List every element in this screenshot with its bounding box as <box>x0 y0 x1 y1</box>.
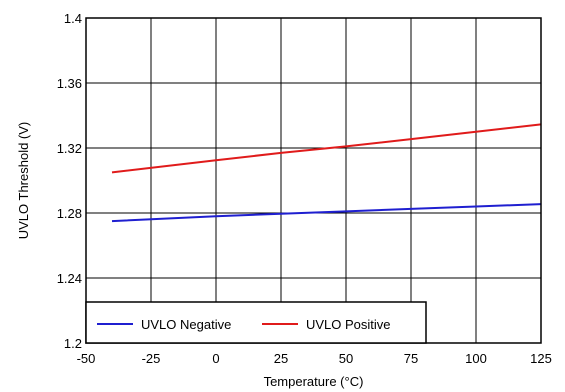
legend-label: UVLO Negative <box>141 317 231 332</box>
plot-frame <box>85 17 542 344</box>
y-tick-label: 1.32 <box>57 141 82 156</box>
x-tick-label: 75 <box>404 351 418 366</box>
x-tick-label: 0 <box>212 351 219 366</box>
x-tick-label: 50 <box>339 351 353 366</box>
x-tick-label: 25 <box>274 351 288 366</box>
legend-label: UVLO Positive <box>306 317 391 332</box>
x-tick-labels: -50 -25 0 25 50 75 100 125 <box>77 351 552 366</box>
legend: UVLO Negative UVLO Positive <box>85 301 427 344</box>
y-tick-label: 1.2 <box>64 336 82 351</box>
x-tick-label: -50 <box>77 351 96 366</box>
y-tick-label: 1.24 <box>57 271 82 286</box>
grid-lines <box>85 17 542 344</box>
x-axis-label: Temperature (°C) <box>264 374 364 389</box>
y-tick-label: 1.4 <box>64 11 82 26</box>
x-tick-label: 100 <box>465 351 487 366</box>
y-axis-label: UVLO Threshold (V) <box>16 122 31 240</box>
x-tick-label: -25 <box>142 351 161 366</box>
series-line-uvlo-positive <box>111 123 542 174</box>
y-tick-label: 1.36 <box>57 76 82 91</box>
y-tick-labels: 1.2 1.24 1.28 1.32 1.36 1.4 <box>57 11 82 351</box>
y-tick-label: 1.28 <box>57 206 82 221</box>
series-line-uvlo-negative <box>111 203 542 223</box>
x-tick-label: 125 <box>530 351 552 366</box>
series-lines <box>111 123 542 223</box>
legend-box <box>85 301 427 344</box>
